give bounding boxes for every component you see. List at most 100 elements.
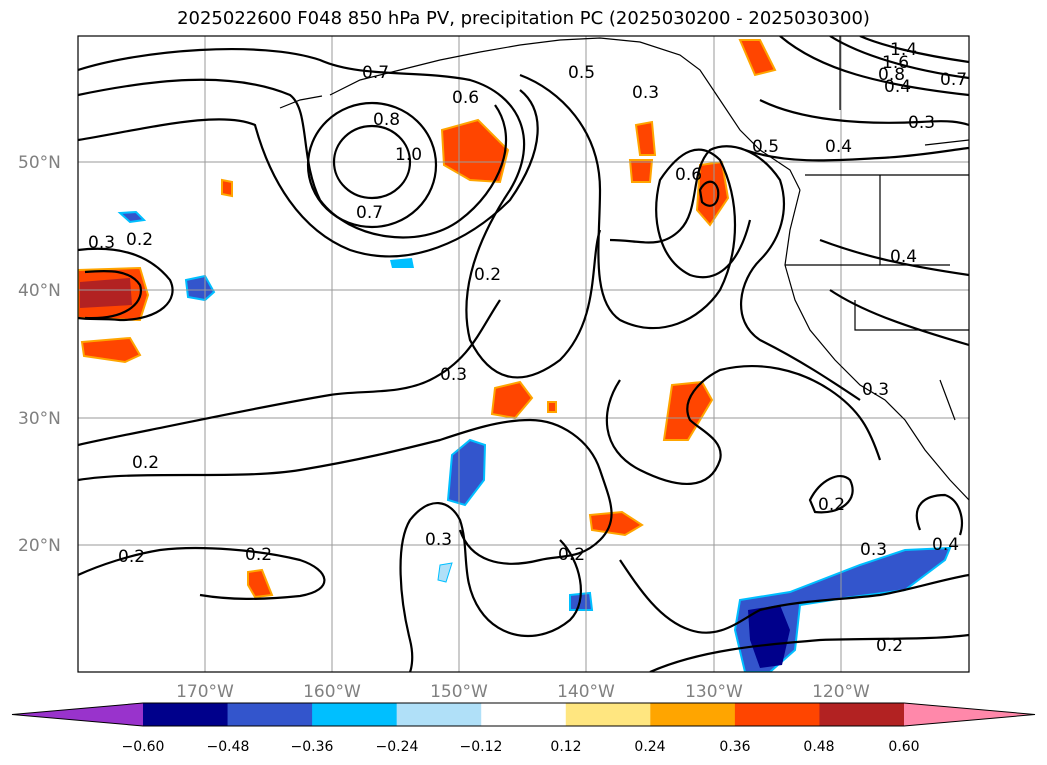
contour-label: 0.3 (425, 530, 452, 550)
contour-label: 0.4 (825, 137, 852, 157)
map-title: 2025022600 F048 850 hPa PV, precipitatio… (177, 8, 870, 29)
contour-label: 0.2 (818, 495, 845, 515)
precip-patch (748, 605, 790, 668)
contour-label: 0.7 (940, 70, 967, 90)
contour-line (759, 99, 969, 127)
precip-patch (80, 336, 142, 364)
colorbar-segment (650, 703, 736, 726)
colorbar-tick-label: 0.60 (888, 739, 919, 755)
colorbar-tick-labels: −0.60 −0.48 −0.36 −0.24 −0.12 0.12 0.24 … (122, 739, 920, 755)
contour-line (859, 36, 969, 64)
precip-patch (738, 39, 777, 77)
precip-patch (184, 274, 216, 302)
lon-label: 150°W (430, 682, 488, 702)
contour-line (609, 145, 861, 401)
contour-line (619, 559, 969, 634)
contour-line (78, 48, 602, 379)
lon-label: 170°W (176, 682, 234, 702)
precip-patch (80, 278, 132, 308)
colorbar-segment (734, 703, 820, 726)
colorbar-outline (11, 702, 1036, 727)
colorbar-tick-label: −0.12 (460, 739, 503, 755)
contour-label: 0.6 (675, 165, 702, 185)
contour-label: 0.2 (474, 265, 501, 285)
contour-label: 0.2 (245, 545, 272, 565)
colorbar-tick-label: 0.36 (719, 739, 750, 755)
contour-label: 1.6 (882, 53, 909, 73)
colorbar-extend-low (12, 703, 143, 726)
lat-label: 50°N (18, 153, 61, 173)
contour-label: 0.5 (752, 137, 779, 157)
colorbar-tick-label: 0.12 (550, 739, 581, 755)
contour-label: 0.3 (440, 365, 467, 385)
lon-label: 160°W (303, 682, 361, 702)
contour-line (78, 546, 326, 600)
contour-label: 0.3 (862, 380, 889, 400)
contour-label: 0.2 (876, 636, 903, 656)
precip-patch (733, 546, 952, 672)
colorbar-tick-label: −0.48 (207, 739, 250, 755)
colorbar (11, 702, 1036, 727)
colorbar-segment (143, 703, 229, 726)
contour-line (829, 289, 969, 347)
contour-line (78, 89, 539, 258)
colorbar-segment (396, 703, 482, 726)
lon-labels: 170°W 160°W 150°W 140°W 130°W 120°W (176, 682, 870, 702)
contour-label: 0.8 (878, 65, 905, 85)
contour-label: 0.4 (890, 247, 917, 267)
colorbar-segment (481, 703, 567, 726)
contour-label: 0.2 (118, 547, 145, 567)
map-frame (77, 35, 970, 673)
contour-line (332, 124, 412, 200)
contour-line (829, 36, 969, 80)
colorbar-tick-label: −0.36 (291, 739, 334, 755)
pv-contours (78, 36, 969, 672)
contour-label: 0.6 (452, 88, 479, 108)
precip-patch (390, 258, 414, 268)
precip-patch (117, 210, 147, 224)
contour-label: 0.2 (132, 453, 159, 473)
contour-line (519, 73, 752, 330)
contour-line (698, 180, 720, 207)
contour-line (399, 502, 582, 672)
contour-label: 0.3 (908, 113, 935, 133)
colorbar-tick-label: 0.24 (634, 739, 665, 755)
contour-line (78, 299, 501, 447)
precip-patch (628, 159, 654, 183)
contour-label: 0.7 (362, 63, 389, 83)
colorbar-segment (819, 703, 905, 726)
precip-patch (588, 510, 644, 537)
contour-label: 0.3 (88, 233, 115, 253)
contour-label: 0.3 (632, 83, 659, 103)
contour-label: 1.4 (890, 40, 917, 60)
colorbar-segment (312, 703, 398, 726)
contour-label: 1.0 (395, 145, 422, 165)
lat-labels: 50°N 40°N 30°N 20°N (18, 153, 61, 556)
contour-label: 0.2 (558, 545, 585, 565)
precip-patch (547, 401, 557, 413)
lon-label: 120°W (812, 682, 870, 702)
lon-label: 140°W (557, 682, 615, 702)
colorbar-tick-label: −0.60 (122, 739, 165, 755)
contour-line (915, 493, 963, 536)
contour-line (808, 474, 854, 514)
contour-line (78, 78, 508, 239)
contour-line (78, 418, 613, 565)
contour-line (819, 238, 969, 277)
colorbar-tick-label: 0.48 (803, 739, 834, 755)
coastlines (279, 36, 969, 501)
precip-patch (247, 568, 274, 599)
contour-label: 0.2 (126, 230, 153, 250)
contour-line (78, 247, 174, 322)
contour-label: 0.4 (932, 535, 959, 555)
contour-line (84, 269, 142, 320)
lat-label: 30°N (18, 409, 61, 429)
contour-label: 0.5 (568, 63, 595, 83)
contour-line (649, 633, 969, 672)
colorbar-tick-label: −0.24 (376, 739, 419, 755)
graticule (78, 36, 969, 672)
contour-label: 0.7 (356, 203, 383, 223)
contour-line (744, 146, 969, 162)
contour-label: 0.3 (860, 540, 887, 560)
